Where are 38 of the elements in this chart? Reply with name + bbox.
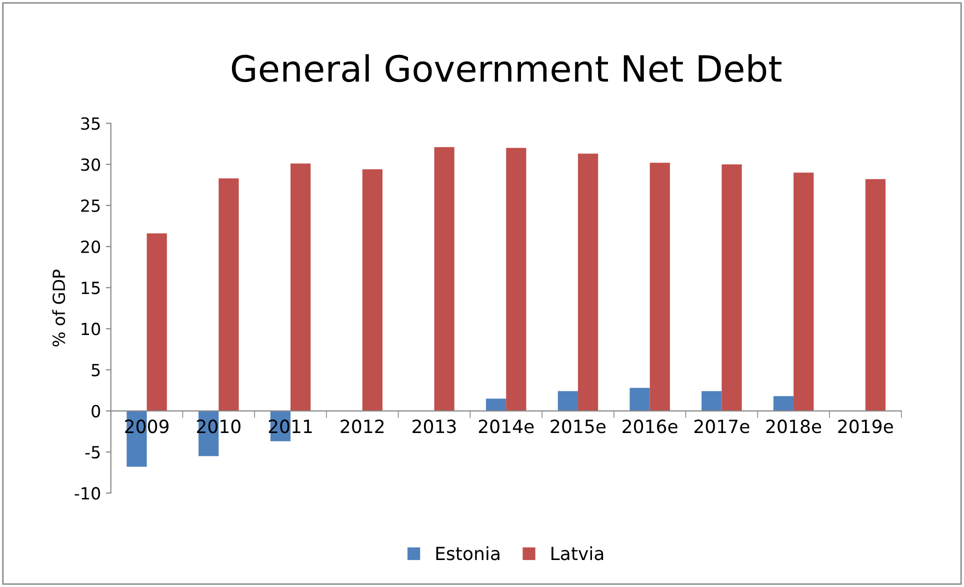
bar	[146, 233, 167, 411]
bar	[794, 172, 814, 411]
chart-title: General Government Net Debt	[232, 54, 782, 82]
legend-label: Estonia	[436, 546, 500, 560]
y-tick-label: 35	[81, 117, 100, 130]
bar	[290, 164, 311, 411]
bar	[578, 154, 598, 411]
x-tick-label: 2013	[412, 420, 456, 434]
x-tick-label: 2012	[340, 420, 384, 434]
bar	[702, 391, 722, 411]
bar	[650, 162, 670, 411]
bar	[558, 391, 578, 411]
y-tick-label: 5	[92, 364, 100, 376]
bar	[362, 169, 382, 411]
y-axis-title: % of GDP	[52, 270, 66, 346]
y-tick-label: 25	[81, 199, 100, 212]
y-tick-label: 10	[82, 322, 100, 336]
x-tick-label: 2018e	[766, 420, 822, 434]
x-tick-label: 2015e	[550, 420, 606, 434]
y-tick-label: -10	[74, 487, 100, 500]
y-tick-label: 15	[82, 282, 100, 294]
y-tick-label: 20	[81, 240, 100, 254]
x-tick-label: 2016e	[622, 420, 678, 434]
bar	[218, 178, 239, 411]
x-tick-label: 2014e	[478, 420, 534, 434]
x-tick-label: 2019e	[838, 420, 893, 434]
y-tick-label: -5	[85, 446, 100, 459]
bar	[486, 398, 506, 411]
bar	[722, 164, 742, 411]
bar	[434, 147, 454, 411]
legend-label: Latvia	[552, 546, 604, 560]
bar	[630, 388, 650, 411]
bar	[773, 396, 794, 411]
bar	[865, 179, 886, 411]
bar	[506, 148, 526, 411]
x-tick-label: 2017e	[694, 420, 750, 434]
y-tick-label: 0	[92, 404, 100, 418]
y-tick-label: 30	[81, 158, 100, 171]
